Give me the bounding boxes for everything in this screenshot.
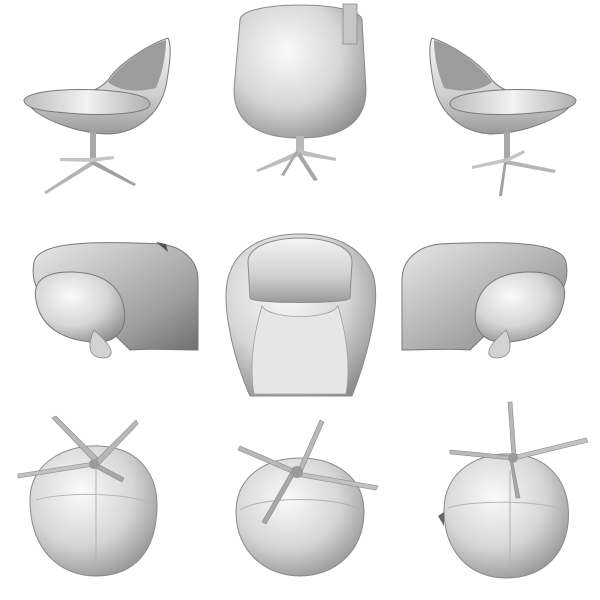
view-top-left	[0, 200, 200, 400]
chair-side-left-render	[23, 37, 171, 194]
view-top	[200, 200, 400, 400]
chair-bottom-left-render	[17, 415, 158, 577]
chair-top-left-render	[32, 242, 199, 359]
chair-back-render	[233, 3, 367, 181]
view-side-left	[0, 0, 200, 200]
chair-side-right-render	[429, 37, 577, 196]
view-bottom	[200, 400, 400, 600]
view-side-right	[400, 0, 600, 200]
view-bottom-left	[0, 400, 200, 600]
chair-bottom-right-render	[438, 401, 589, 579]
view-top-right	[400, 200, 600, 400]
chair-bottom-render	[235, 419, 379, 577]
view-back	[200, 0, 400, 200]
view-bottom-right	[400, 400, 600, 600]
chair-top-render	[225, 233, 377, 397]
chair-top-right-render	[401, 242, 568, 359]
